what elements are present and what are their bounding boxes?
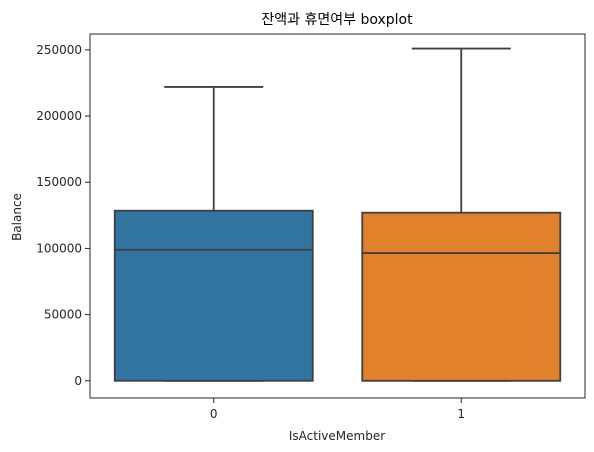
y-tick-label: 0 [74,374,82,388]
box-0 [115,211,313,381]
y-tick-label: 50000 [44,308,82,322]
y-tick-label: 250000 [36,43,82,57]
y-axis-label: Balance [10,193,24,241]
x-tick-label: 0 [210,407,218,421]
y-tick-label: 200000 [36,109,82,123]
plot-area: 0 50000 100000 150000 200000 250000 0 1 [36,34,585,421]
box-1 [362,213,560,381]
y-tick-label: 150000 [36,175,82,189]
y-tick-label: 100000 [36,241,82,255]
chart-title: 잔액과 휴면여부 boxplot [261,12,413,28]
x-axis-label: IsActiveMember [289,429,385,443]
x-tick-label: 1 [457,407,465,421]
